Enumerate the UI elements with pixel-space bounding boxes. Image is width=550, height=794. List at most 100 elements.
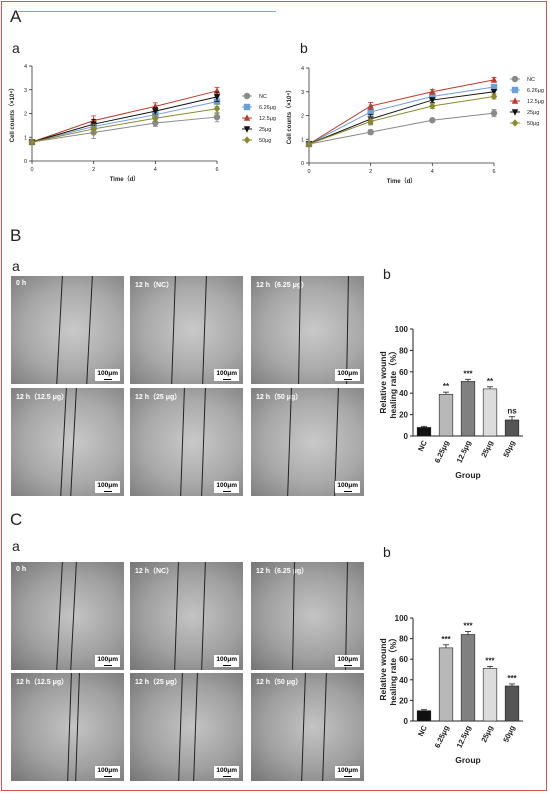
micrograph: 12 h（6.25 μg） 100μm [251,276,364,384]
y-tick-label: 1 [301,137,304,143]
wound-edge-line [297,276,302,384]
wound-edge-line [192,673,199,781]
x-tick-label: 6 [215,167,218,173]
y-tick-label: 100 [395,614,409,623]
scale-bar-line [343,776,352,777]
micrograph-label: 12 h（12.5 μg） [16,394,69,401]
wound-edge-line [200,388,207,496]
scale-bar-label: 100μm [97,767,118,774]
data-point [367,117,374,126]
scale-bar-label: 100μm [337,370,358,377]
panel-c-sub-b: b [383,544,391,560]
wound-edge-line [179,388,186,496]
micrograph: 12 h（12.5 μg） 100μm [11,673,124,781]
wound-edge-line [69,562,78,670]
bar [460,634,476,722]
wound-edge-line [201,276,208,384]
y-tick-label: 60 [399,655,408,664]
legend-marker [511,97,519,104]
wound-edge-line [291,562,296,670]
micrograph-label: 12 h（25 μg） [135,394,182,401]
wound-edge-line [69,388,78,496]
data-point [490,109,498,117]
category-label: 12.5μg [455,724,473,750]
micrograph: 12 h（NC） 100μm [130,562,243,670]
series-line [31,108,218,143]
scale-bar-line [103,491,112,492]
data-point [213,94,221,101]
category-label: 50μg [501,439,517,459]
bar [438,647,454,722]
wound-edge-line [173,562,180,670]
legend-label: 12.5μg [259,116,276,122]
y-tick-label: 80 [399,346,408,355]
y-tick-label: 0 [301,161,304,167]
bar [504,419,520,437]
scale-bar-line [343,665,352,666]
scale-bar: 100μm [95,766,120,778]
data-point [213,113,221,121]
x-axis-label: Time（d） [110,175,140,183]
y-tick-label: 1 [24,135,27,141]
scale-bar: 100μm [95,369,120,381]
significance-label: *** [463,369,473,378]
y-tick-label: 2 [301,114,304,120]
legend-label: 50μg [527,121,539,127]
legend-marker [511,75,519,83]
category-label: 25μg [479,724,495,744]
scale-bar: 100μm [214,655,239,667]
micrograph: 12 h（25 μg） 100μm [130,388,243,496]
wound-edge-line [59,388,68,496]
significance-label: *** [485,656,495,665]
legend-marker [243,92,251,100]
y-axis-label-line2: healing rate（%） [388,346,398,418]
scale-bar-label: 100μm [337,656,358,663]
y-tick-label: 40 [399,389,408,398]
y-axis-label-line1: Relative wound [378,638,388,700]
scale-bar-label: 100μm [216,370,237,377]
significance-label: *** [507,674,517,683]
significance-label: *** [441,635,451,644]
legend-label: 25μg [259,127,271,133]
micrograph-label: 0 h [16,566,27,573]
y-axis-label-line1: Relative wound [378,351,388,413]
data-point [490,89,498,96]
micrograph: 0 h 100μm [11,276,124,384]
wound-edge-line [55,562,64,670]
wound-edge-line [286,388,293,496]
legend-label: 6.26μg [259,105,276,111]
scale-bar-label: 100μm [97,370,118,377]
scale-bar-line [343,491,352,492]
micrograph-label: 12 h（6.25 μg） [256,568,309,575]
scale-bar: 100μm [335,655,360,667]
data-point [152,119,159,127]
bar [416,710,432,722]
panel-letter-b: B [10,226,22,245]
data-point [152,114,159,122]
scale-bar: 100μm [335,481,360,493]
legend-marker [243,136,251,144]
legend-marker [511,119,519,127]
scale-bar-line [343,379,352,380]
micrograph-label: 12 h（50 μg） [256,394,303,401]
y-tick-label: 0 [24,159,27,165]
bar [460,381,476,437]
y-tick-label: 4 [301,66,304,72]
data-point [490,92,498,101]
panel-letter-a: A [10,7,22,26]
scale-bar-line [103,379,112,380]
wound-edge-line [66,673,73,781]
bar [438,393,454,437]
wound-edge-line [85,276,94,384]
y-tick-label: 20 [399,696,408,705]
bar [416,427,432,437]
x-axis-label: Group [455,470,481,480]
micrograph-label: 0 h [16,280,27,287]
wound-edge-line [200,562,207,670]
scale-bar-line [103,665,112,666]
y-tick-label: 4 [24,64,27,70]
scale-bar-line [222,491,231,492]
scale-bar-label: 100μm [216,656,237,663]
scale-bar-line [222,776,231,777]
legend-label: 50μg [259,138,271,144]
